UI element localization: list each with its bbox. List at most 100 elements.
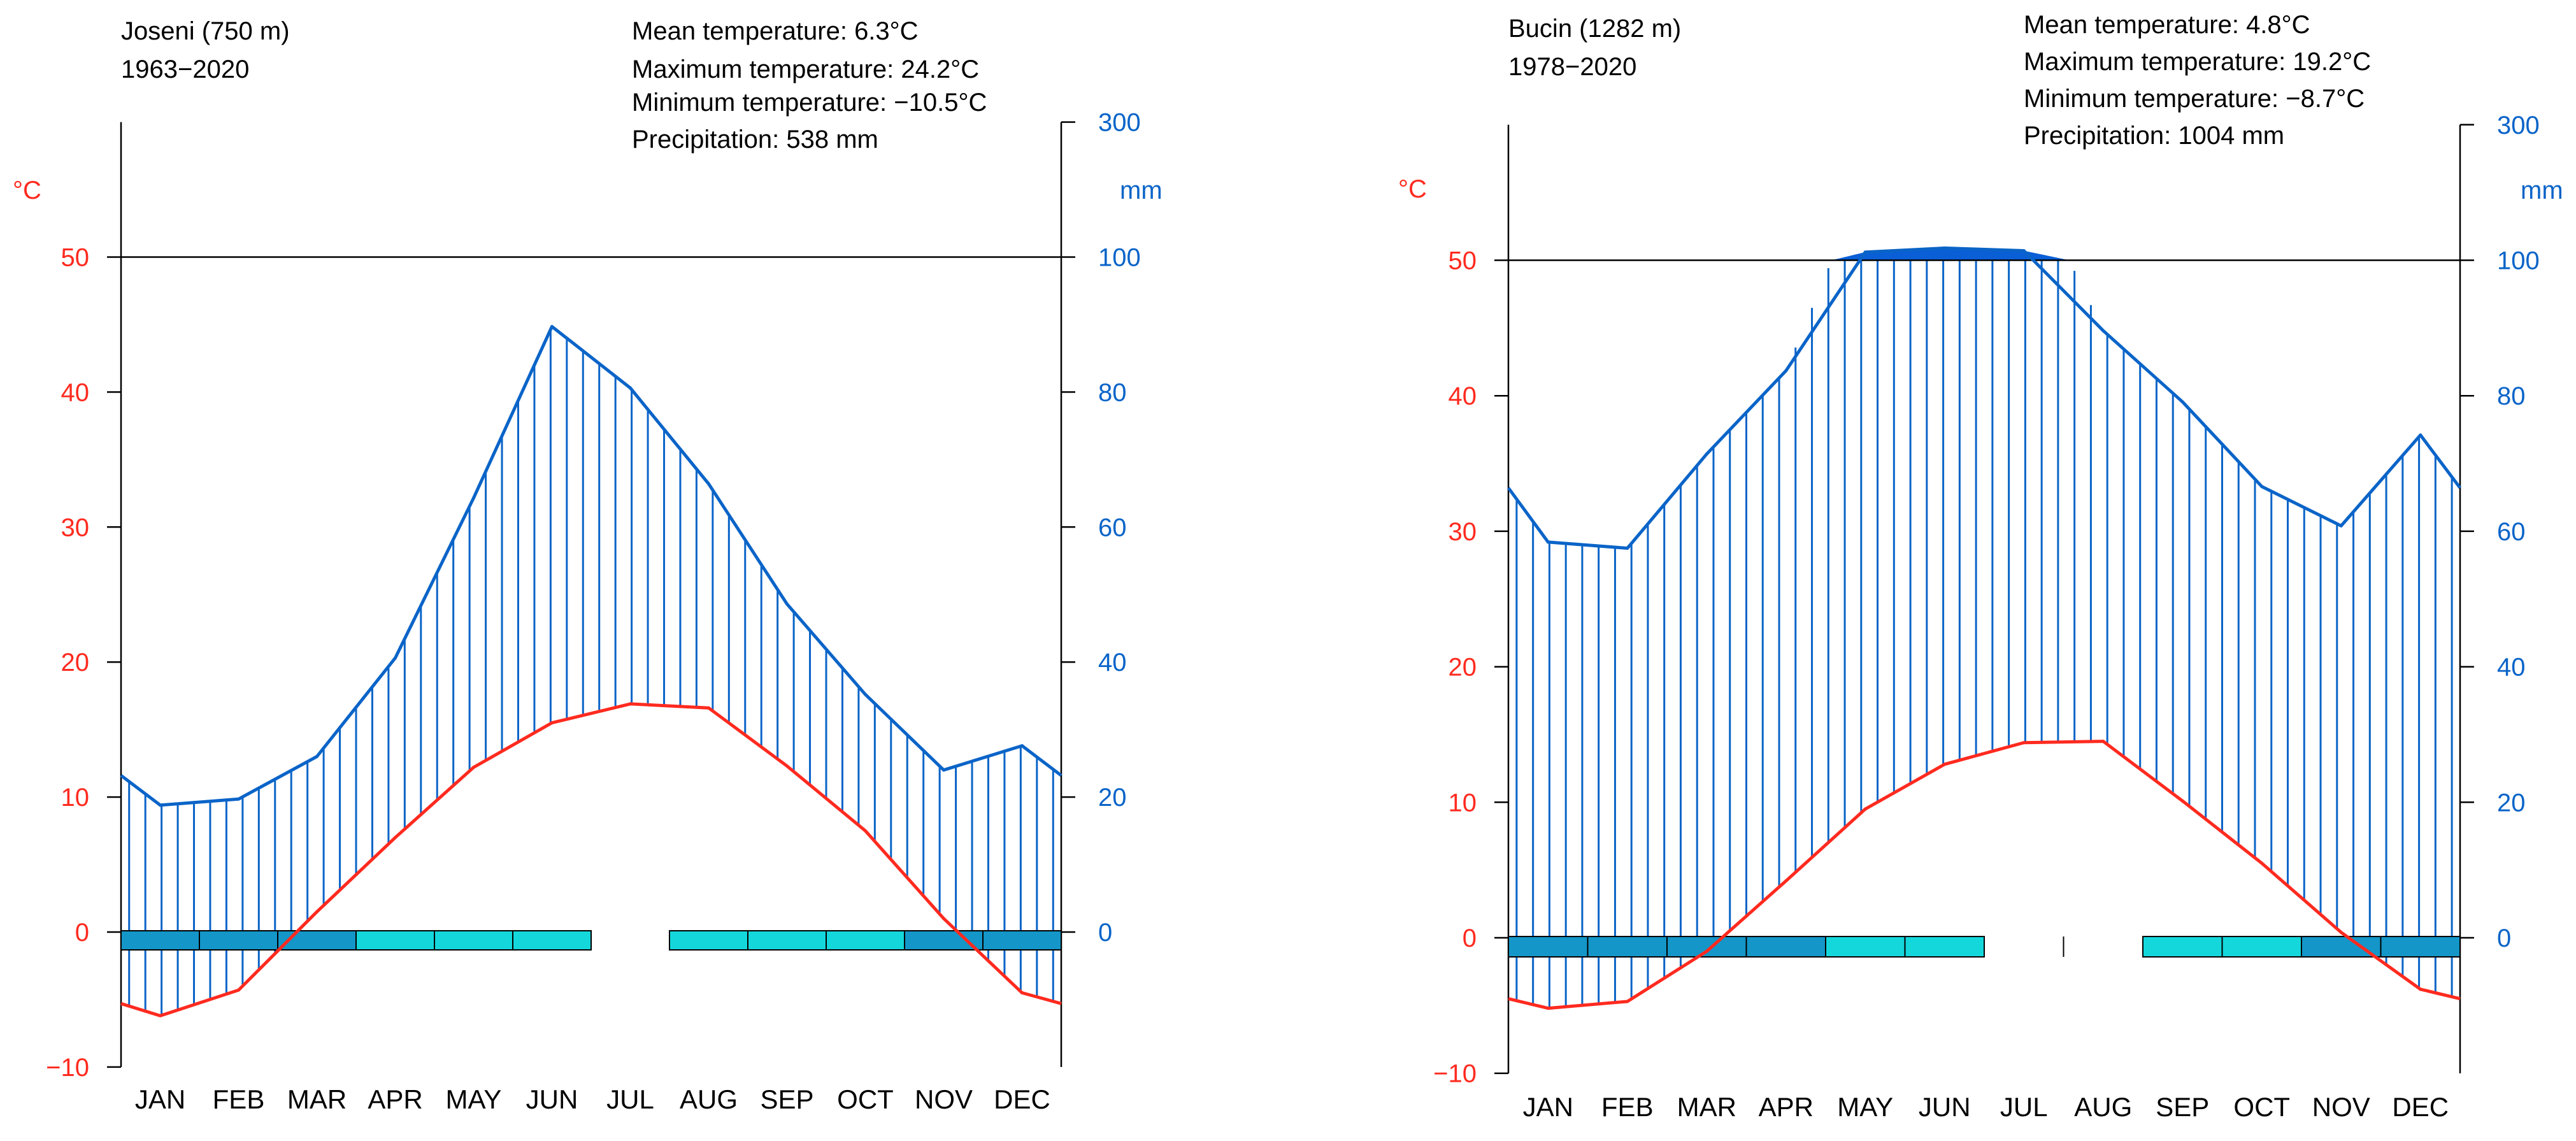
month-frost-boxes xyxy=(1508,936,2461,958)
temperature-point-feb xyxy=(1626,1000,1629,1003)
temperature-point-jul xyxy=(629,702,632,706)
temperature-series xyxy=(1508,740,2461,1010)
temperature-point-apr xyxy=(1784,879,1788,883)
month-box-possible-frost xyxy=(2221,936,2302,958)
temperature-point-sep xyxy=(785,764,789,768)
temperature-unit-label: °C xyxy=(13,176,41,205)
precipitation-point-may xyxy=(1863,250,1867,254)
temperature-series xyxy=(120,702,1062,1017)
precipitation-hatch-lines xyxy=(1515,260,2453,1008)
temperature-point-aug xyxy=(2101,740,2105,743)
month-label-jan: JAN xyxy=(135,1084,185,1114)
precipitation-point-feb xyxy=(237,797,240,801)
temperature-tick-label: 50 xyxy=(1449,247,1477,275)
stat-precipitation: Precipitation: 538 mm xyxy=(632,126,878,154)
temperature-line xyxy=(120,702,1062,1017)
period-label: 1963−2020 xyxy=(121,55,249,83)
precipitation-point-jul xyxy=(629,386,632,390)
month-box-frost xyxy=(904,930,984,951)
temperature-tick-label: 40 xyxy=(1449,382,1477,410)
temperature-unit-label: °C xyxy=(1398,175,1427,203)
temperature-point-feb xyxy=(237,988,240,992)
temperature-point-may xyxy=(1863,807,1867,811)
precipitation-point-mar xyxy=(315,755,318,759)
station-title: Joseni (750 m) xyxy=(121,17,290,45)
precipitation-tick-label: 80 xyxy=(1098,378,1127,406)
temperature-point-mar xyxy=(1705,949,1708,953)
precipitation-series xyxy=(1506,246,2461,550)
precipitation-point-apr xyxy=(1784,369,1788,373)
precipitation-point-jan xyxy=(159,803,162,807)
temperature-tick-label: 10 xyxy=(61,784,90,812)
temperature-point-aug xyxy=(707,706,710,710)
precipitation-tick-label: 80 xyxy=(2497,382,2526,410)
month-label-mar: MAR xyxy=(287,1084,347,1114)
month-box-possible-frost xyxy=(512,930,592,951)
month-label-jul: JUL xyxy=(606,1084,654,1114)
month-box-frost xyxy=(277,930,357,951)
month-label-jun: JUN xyxy=(526,1084,578,1114)
precipitation-line xyxy=(120,325,1063,807)
precipitation-point-jun xyxy=(1943,246,1947,250)
month-label-oct: OCT xyxy=(837,1084,894,1114)
month-label-jun: JUN xyxy=(1919,1092,1971,1122)
month-label-aug: AUG xyxy=(680,1084,738,1114)
month-box-possible-frost xyxy=(1825,936,1906,958)
temperature-tick-label: 20 xyxy=(61,649,90,677)
stat-min-temperature: Minimum temperature: −10.5°C xyxy=(632,89,987,117)
temperature-tick-label: 20 xyxy=(1449,654,1477,682)
temperature-tick-label: 0 xyxy=(75,919,89,947)
month-label-apr: APR xyxy=(1759,1092,1814,1122)
precipitation-tick-label: 100 xyxy=(2497,247,2540,275)
month-box-possible-frost xyxy=(826,930,905,951)
axes xyxy=(120,122,1063,1067)
month-label-dec: DEC xyxy=(2392,1092,2449,1122)
temperature-point-jul xyxy=(2022,741,2026,745)
precipitation-point-may xyxy=(472,496,475,500)
month-box-possible-frost xyxy=(747,930,827,951)
precipitation-point-oct xyxy=(2260,485,2264,489)
stat-max-temperature: Maximum temperature: 19.2°C xyxy=(2024,48,2371,76)
stat-max-temperature: Maximum temperature: 24.2°C xyxy=(632,55,979,83)
station-title: Bucin (1282 m) xyxy=(1508,15,1681,43)
temperature-point-sep xyxy=(2180,799,2184,803)
climate-diagram-joseni: −10 0 10 20 30 40 50 0 20 40 60 80 100 300 JAN FEB MAR AP… xyxy=(13,17,1163,1114)
tick-labels: −10 0 10 20 30 40 50 0 20 40 60 80 100 300 JAN FEB MAR AP… xyxy=(46,109,1141,1114)
temperature-tick-label: −10 xyxy=(1433,1060,1477,1088)
tick-labels: −10 0 10 20 30 40 50 0 20 40 60 80 100 300 JAN FEB MAR AP… xyxy=(1433,111,2540,1122)
month-label-mar: MAR xyxy=(1677,1092,1736,1122)
precipitation-point-sep xyxy=(785,602,789,606)
precipitation-tick-label: 20 xyxy=(1098,784,1127,812)
month-box-possible-frost xyxy=(355,930,435,951)
axes xyxy=(1507,124,2461,1073)
precipitation-point-jun xyxy=(550,325,554,329)
precipitation-tick-label: 300 xyxy=(1098,109,1141,137)
month-label-jul: JUL xyxy=(2000,1092,2048,1122)
month-box-frost xyxy=(1587,936,1668,958)
precipitation-unit-label: mm xyxy=(1120,176,1163,205)
temperature-point-nov xyxy=(942,917,945,921)
precipitation-point-nov xyxy=(2339,524,2343,527)
precipitation-point-jan xyxy=(1546,540,1550,544)
month-frost-boxes xyxy=(120,930,1062,951)
temperature-point-jan xyxy=(159,1014,162,1017)
month-box-possible-frost xyxy=(2142,936,2223,958)
temperature-line xyxy=(1508,740,2461,1010)
month-label-nov: NOV xyxy=(915,1084,973,1114)
stat-min-temperature: Minimum temperature: −8.7°C xyxy=(2024,85,2365,113)
precipitation-tick-label: 40 xyxy=(2497,654,2526,682)
precipitation-point-aug xyxy=(2101,329,2105,333)
precipitation-point-mar xyxy=(1705,452,1708,456)
month-label-feb: FEB xyxy=(213,1084,265,1114)
month-label-may: MAY xyxy=(1837,1092,1893,1122)
temperature-point-jun xyxy=(1943,763,1947,766)
month-box-possible-frost xyxy=(669,930,748,951)
precipitation-point-oct xyxy=(864,692,867,696)
precipitation-tick-label: 20 xyxy=(2497,789,2526,817)
precipitation-tick-label: 60 xyxy=(1098,513,1127,542)
month-label-dec: DEC xyxy=(994,1084,1050,1114)
month-label-sep: SEP xyxy=(2156,1092,2209,1122)
precipitation-tick-label: 40 xyxy=(1098,649,1127,677)
temperature-tick-label: 50 xyxy=(61,244,90,272)
